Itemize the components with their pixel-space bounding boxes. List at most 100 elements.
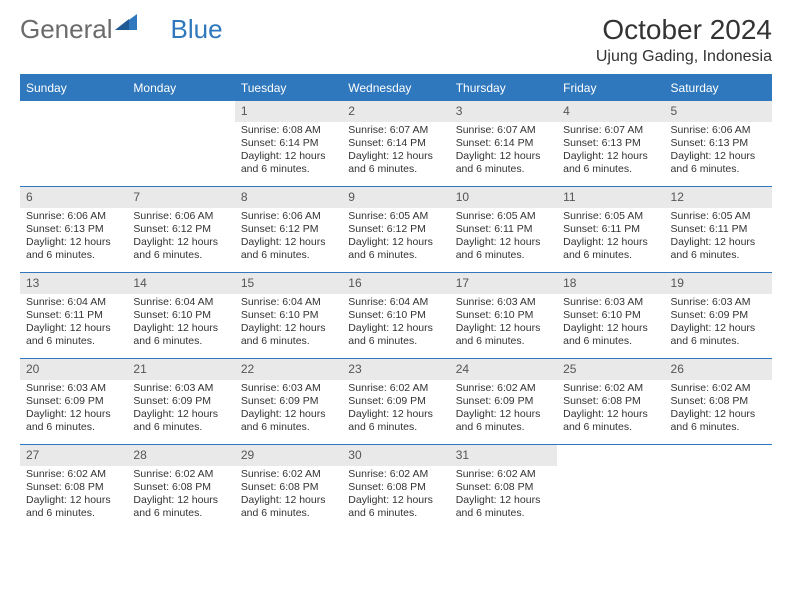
- day-sunset: Sunset: 6:08 PM: [456, 481, 551, 494]
- calendar-cell: 4Sunrise: 6:07 AMSunset: 6:13 PMDaylight…: [557, 101, 664, 187]
- day-number: 8: [235, 187, 342, 208]
- day-daylight: Daylight: 12 hours and 6 minutes.: [456, 408, 551, 434]
- day-body: Sunrise: 6:02 AMSunset: 6:08 PMDaylight:…: [20, 466, 127, 525]
- day-sunrise: Sunrise: 6:02 AM: [671, 382, 766, 395]
- day-sunset: Sunset: 6:08 PM: [671, 395, 766, 408]
- calendar-cell: 3Sunrise: 6:07 AMSunset: 6:14 PMDaylight…: [450, 101, 557, 187]
- day-body: Sunrise: 6:05 AMSunset: 6:12 PMDaylight:…: [342, 208, 449, 267]
- day-daylight: Daylight: 12 hours and 6 minutes.: [133, 494, 228, 520]
- day-number: 28: [127, 445, 234, 466]
- day-sunrise: Sunrise: 6:07 AM: [563, 124, 658, 137]
- day-sunset: Sunset: 6:09 PM: [348, 395, 443, 408]
- day-number: 25: [557, 359, 664, 380]
- day-number: 6: [20, 187, 127, 208]
- calendar-cell: 23Sunrise: 6:02 AMSunset: 6:09 PMDayligh…: [342, 359, 449, 445]
- day-header: Monday: [127, 75, 234, 101]
- day-sunset: Sunset: 6:08 PM: [563, 395, 658, 408]
- day-number: 9: [342, 187, 449, 208]
- day-number: 11: [557, 187, 664, 208]
- day-sunset: Sunset: 6:10 PM: [456, 309, 551, 322]
- calendar-cell: 13Sunrise: 6:04 AMSunset: 6:11 PMDayligh…: [20, 273, 127, 359]
- day-sunset: Sunset: 6:11 PM: [563, 223, 658, 236]
- day-sunset: Sunset: 6:09 PM: [241, 395, 336, 408]
- calendar-cell: 8Sunrise: 6:06 AMSunset: 6:12 PMDaylight…: [235, 187, 342, 273]
- day-number: 15: [235, 273, 342, 294]
- day-sunrise: Sunrise: 6:04 AM: [241, 296, 336, 309]
- day-daylight: Daylight: 12 hours and 6 minutes.: [563, 408, 658, 434]
- day-body: Sunrise: 6:03 AMSunset: 6:09 PMDaylight:…: [20, 380, 127, 439]
- calendar-cell: 30Sunrise: 6:02 AMSunset: 6:08 PMDayligh…: [342, 445, 449, 531]
- calendar-cell: 15Sunrise: 6:04 AMSunset: 6:10 PMDayligh…: [235, 273, 342, 359]
- day-header: Friday: [557, 75, 664, 101]
- day-sunrise: Sunrise: 6:07 AM: [456, 124, 551, 137]
- day-body: Sunrise: 6:02 AMSunset: 6:08 PMDaylight:…: [127, 466, 234, 525]
- day-body: Sunrise: 6:05 AMSunset: 6:11 PMDaylight:…: [665, 208, 772, 267]
- day-sunrise: Sunrise: 6:04 AM: [133, 296, 228, 309]
- day-body: Sunrise: 6:08 AMSunset: 6:14 PMDaylight:…: [235, 122, 342, 181]
- day-sunset: Sunset: 6:09 PM: [133, 395, 228, 408]
- day-daylight: Daylight: 12 hours and 6 minutes.: [671, 236, 766, 262]
- day-number: 26: [665, 359, 772, 380]
- day-sunset: Sunset: 6:14 PM: [456, 137, 551, 150]
- calendar-week: 6Sunrise: 6:06 AMSunset: 6:13 PMDaylight…: [20, 187, 772, 273]
- day-body: Sunrise: 6:03 AMSunset: 6:09 PMDaylight:…: [235, 380, 342, 439]
- calendar-cell: [127, 101, 234, 187]
- day-sunrise: Sunrise: 6:06 AM: [241, 210, 336, 223]
- day-number: 22: [235, 359, 342, 380]
- day-sunset: Sunset: 6:08 PM: [26, 481, 121, 494]
- day-sunset: Sunset: 6:14 PM: [241, 137, 336, 150]
- calendar-cell: [20, 101, 127, 187]
- header-right: October 2024 Ujung Gading, Indonesia: [596, 14, 772, 66]
- page-title: October 2024: [596, 14, 772, 46]
- day-sunrise: Sunrise: 6:06 AM: [26, 210, 121, 223]
- day-number: 31: [450, 445, 557, 466]
- day-sunrise: Sunrise: 6:05 AM: [456, 210, 551, 223]
- day-sunset: Sunset: 6:11 PM: [671, 223, 766, 236]
- calendar-week: 27Sunrise: 6:02 AMSunset: 6:08 PMDayligh…: [20, 445, 772, 531]
- calendar-cell: 7Sunrise: 6:06 AMSunset: 6:12 PMDaylight…: [127, 187, 234, 273]
- day-number: 5: [665, 101, 772, 122]
- day-body: Sunrise: 6:05 AMSunset: 6:11 PMDaylight:…: [450, 208, 557, 267]
- day-body: Sunrise: 6:04 AMSunset: 6:10 PMDaylight:…: [235, 294, 342, 353]
- day-header: Saturday: [665, 75, 772, 101]
- day-sunset: Sunset: 6:08 PM: [241, 481, 336, 494]
- day-sunset: Sunset: 6:08 PM: [348, 481, 443, 494]
- day-sunrise: Sunrise: 6:05 AM: [348, 210, 443, 223]
- calendar-cell: 29Sunrise: 6:02 AMSunset: 6:08 PMDayligh…: [235, 445, 342, 531]
- day-body: Sunrise: 6:02 AMSunset: 6:08 PMDaylight:…: [342, 466, 449, 525]
- calendar-cell: 1Sunrise: 6:08 AMSunset: 6:14 PMDaylight…: [235, 101, 342, 187]
- day-daylight: Daylight: 12 hours and 6 minutes.: [241, 322, 336, 348]
- calendar-cell: 28Sunrise: 6:02 AMSunset: 6:08 PMDayligh…: [127, 445, 234, 531]
- day-body: Sunrise: 6:06 AMSunset: 6:12 PMDaylight:…: [235, 208, 342, 267]
- day-sunset: Sunset: 6:12 PM: [241, 223, 336, 236]
- calendar-cell: 25Sunrise: 6:02 AMSunset: 6:08 PMDayligh…: [557, 359, 664, 445]
- day-sunrise: Sunrise: 6:07 AM: [348, 124, 443, 137]
- day-body: Sunrise: 6:07 AMSunset: 6:14 PMDaylight:…: [450, 122, 557, 181]
- day-sunrise: Sunrise: 6:02 AM: [456, 468, 551, 481]
- day-sunrise: Sunrise: 6:02 AM: [348, 468, 443, 481]
- day-daylight: Daylight: 12 hours and 6 minutes.: [563, 150, 658, 176]
- day-daylight: Daylight: 12 hours and 6 minutes.: [456, 236, 551, 262]
- day-number: 14: [127, 273, 234, 294]
- day-body: Sunrise: 6:06 AMSunset: 6:13 PMDaylight:…: [665, 122, 772, 181]
- day-daylight: Daylight: 12 hours and 6 minutes.: [133, 236, 228, 262]
- day-daylight: Daylight: 12 hours and 6 minutes.: [241, 408, 336, 434]
- day-header: Wednesday: [342, 75, 449, 101]
- day-daylight: Daylight: 12 hours and 6 minutes.: [456, 322, 551, 348]
- day-sunset: Sunset: 6:09 PM: [671, 309, 766, 322]
- day-header: Sunday: [20, 75, 127, 101]
- day-body: Sunrise: 6:03 AMSunset: 6:09 PMDaylight:…: [665, 294, 772, 353]
- day-number: 7: [127, 187, 234, 208]
- calendar-cell: [665, 445, 772, 531]
- day-number: 19: [665, 273, 772, 294]
- day-daylight: Daylight: 12 hours and 6 minutes.: [563, 322, 658, 348]
- day-body: Sunrise: 6:07 AMSunset: 6:14 PMDaylight:…: [342, 122, 449, 181]
- day-sunrise: Sunrise: 6:02 AM: [241, 468, 336, 481]
- day-body: Sunrise: 6:03 AMSunset: 6:09 PMDaylight:…: [127, 380, 234, 439]
- calendar-cell: 19Sunrise: 6:03 AMSunset: 6:09 PMDayligh…: [665, 273, 772, 359]
- day-body: Sunrise: 6:03 AMSunset: 6:10 PMDaylight:…: [450, 294, 557, 353]
- day-daylight: Daylight: 12 hours and 6 minutes.: [456, 150, 551, 176]
- day-sunrise: Sunrise: 6:04 AM: [348, 296, 443, 309]
- day-body: Sunrise: 6:07 AMSunset: 6:13 PMDaylight:…: [557, 122, 664, 181]
- day-header: Thursday: [450, 75, 557, 101]
